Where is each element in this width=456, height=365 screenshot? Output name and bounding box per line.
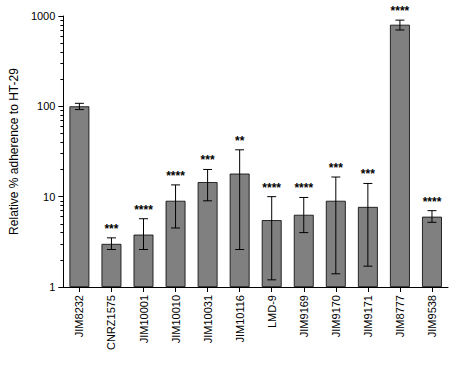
svg-text:JIM9538: JIM9538 [426,295,438,337]
svg-text:10: 10 [43,191,55,203]
svg-text:***: *** [104,222,118,236]
svg-text:JIM9170: JIM9170 [330,295,342,337]
svg-text:JIM8777: JIM8777 [394,295,406,337]
svg-text:JIM10001: JIM10001 [138,295,150,343]
svg-text:****: **** [262,181,281,195]
svg-text:***: *** [329,161,343,175]
svg-text:LMD-9: LMD-9 [266,295,278,328]
svg-text:100: 100 [37,100,55,112]
svg-text:**: ** [235,134,245,148]
svg-text:JIM9171: JIM9171 [362,295,374,337]
svg-text:JIM9169: JIM9169 [298,295,310,337]
svg-text:JIM10010: JIM10010 [170,295,182,343]
svg-text:****: **** [391,4,410,18]
svg-text:CNRZ1575: CNRZ1575 [105,295,117,350]
svg-text:JIM8232: JIM8232 [73,295,85,337]
svg-text:***: *** [201,153,215,167]
svg-text:JIM10031: JIM10031 [202,295,214,343]
svg-text:****: **** [294,181,313,195]
svg-text:JIM10116: JIM10116 [234,295,246,343]
svg-text:1: 1 [49,281,55,293]
svg-text:Relative % adherence to HT-29: Relative % adherence to HT-29 [7,68,21,235]
svg-text:***: *** [361,167,375,181]
svg-text:****: **** [166,169,185,183]
svg-text:****: **** [423,195,442,209]
svg-text:1000: 1000 [31,10,55,22]
svg-text:****: **** [134,203,153,217]
